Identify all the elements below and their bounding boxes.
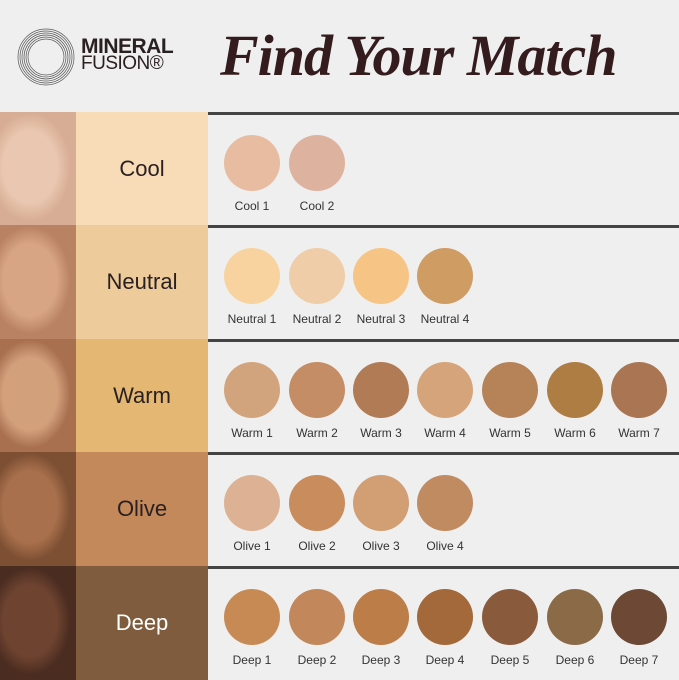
shade-color-circle [417, 475, 473, 531]
shade-swatch[interactable]: Cool 1 [220, 135, 284, 213]
shade-name: Olive 3 [362, 539, 400, 553]
shade-swatch[interactable]: Warm 1 [220, 362, 284, 440]
swatch-area: Neutral 1 Neutral 2 Neutral 3 Neutral 4 [208, 225, 679, 339]
shade-color-circle [224, 589, 280, 645]
shade-swatch[interactable]: Deep 3 [349, 589, 413, 667]
shade-swatch[interactable]: Warm 4 [413, 362, 477, 440]
brand-logo: MINERAL FUSION® [81, 35, 174, 74]
shade-swatch[interactable]: Olive 4 [413, 475, 477, 553]
shade-color-circle [224, 248, 280, 304]
shade-swatch[interactable]: Warm 3 [349, 362, 413, 440]
shade-name: Deep 7 [619, 653, 659, 667]
shade-name: Cool 1 [234, 199, 270, 213]
header: MINERAL FUSION® Find Your Match [0, 0, 679, 112]
shade-color-circle [482, 362, 538, 418]
shade-name: Deep 1 [232, 653, 272, 667]
shade-name: Deep 5 [490, 653, 530, 667]
undertone-label: Cool [76, 112, 208, 226]
shade-color-circle [353, 362, 409, 418]
shade-name: Deep 6 [555, 653, 595, 667]
undertone-label: Deep [76, 566, 208, 680]
shade-row-neutral: Neutral Neutral 1 Neutral 2 Neutral 3 Neutra… [0, 225, 679, 339]
shade-swatch[interactable]: Neutral 2 [285, 248, 349, 326]
model-face-photo [0, 112, 76, 226]
shade-name: Warm 6 [554, 426, 596, 440]
shade-swatch[interactable]: Cool 2 [285, 135, 349, 213]
shade-color-circle [289, 362, 345, 418]
shade-name: Deep 3 [361, 653, 401, 667]
shade-color-circle [224, 362, 280, 418]
shade-color-circle [611, 589, 667, 645]
shade-color-circle [353, 475, 409, 531]
shade-name: Olive 2 [298, 539, 336, 553]
shade-swatch[interactable]: Warm 2 [285, 362, 349, 440]
model-face-photo [0, 452, 76, 566]
shade-color-circle [417, 362, 473, 418]
shade-color-circle [289, 589, 345, 645]
shade-name: Neutral 1 [227, 312, 277, 326]
shade-name: Neutral 2 [292, 312, 342, 326]
swatch-area: Warm 1 Warm 2 Warm 3 Warm 4 Warm 5 Warm 6 Warm… [208, 339, 679, 453]
brand-name-line1: MINERAL [81, 35, 174, 58]
shade-name: Cool 2 [299, 199, 335, 213]
swatch-area: Cool 1 Cool 2 [208, 112, 679, 226]
shade-color-circle [289, 248, 345, 304]
undertone-label: Warm [76, 339, 208, 453]
shade-color-circle [547, 362, 603, 418]
shade-swatch[interactable]: Olive 2 [285, 475, 349, 553]
shade-row-cool: Cool Cool 1 Cool 2 [0, 112, 679, 226]
shade-color-circle [224, 475, 280, 531]
shade-swatch[interactable]: Deep 1 [220, 589, 284, 667]
shade-color-circle [353, 248, 409, 304]
shade-name: Olive 4 [426, 539, 464, 553]
shade-color-circle [224, 135, 280, 191]
shade-name: Warm 1 [231, 426, 273, 440]
shade-swatch[interactable]: Deep 5 [478, 589, 542, 667]
shade-name: Neutral 3 [356, 312, 406, 326]
swatch-area: Deep 1 Deep 2 Deep 3 Deep 4 Deep 5 Deep 6 Deep… [208, 566, 679, 680]
shade-swatch[interactable]: Deep 7 [607, 589, 671, 667]
shade-name: Deep 2 [297, 653, 337, 667]
shade-color-circle [482, 589, 538, 645]
swatch-area: Olive 1 Olive 2 Olive 3 Olive 4 [208, 452, 679, 566]
model-face-photo [0, 339, 76, 453]
page-title: Find Your Match [220, 23, 618, 88]
shade-name: Olive 1 [233, 539, 271, 553]
shade-color-circle [611, 362, 667, 418]
model-face-photo [0, 566, 76, 680]
shade-name: Warm 2 [296, 426, 338, 440]
shade-color-circle [289, 135, 345, 191]
shade-row-deep: Deep Deep 1 Deep 2 Deep 3 Deep 4 Deep 5 Deep 6… [0, 566, 679, 680]
shade-color-circle [417, 589, 473, 645]
shade-name: Warm 7 [618, 426, 660, 440]
brand-logo-rings-icon [17, 28, 75, 86]
shade-row-olive: Olive Olive 1 Olive 2 Olive 3 Olive 4 [0, 452, 679, 566]
shade-swatch[interactable]: Warm 7 [607, 362, 671, 440]
undertone-label: Olive [76, 452, 208, 566]
shade-swatch[interactable]: Neutral 1 [220, 248, 284, 326]
shade-color-circle [353, 589, 409, 645]
shade-swatch[interactable]: Warm 6 [543, 362, 607, 440]
shade-name: Warm 5 [489, 426, 531, 440]
shade-swatch[interactable]: Neutral 4 [413, 248, 477, 326]
shade-swatch[interactable]: Deep 4 [413, 589, 477, 667]
model-face-photo [0, 225, 76, 339]
shade-swatch[interactable]: Neutral 3 [349, 248, 413, 326]
brand-name-line2: FUSION® [81, 53, 164, 74]
undertone-label: Neutral [76, 225, 208, 339]
shade-swatch[interactable]: Warm 5 [478, 362, 542, 440]
shade-swatch[interactable]: Olive 3 [349, 475, 413, 553]
shade-color-circle [417, 248, 473, 304]
shade-color-circle [547, 589, 603, 645]
shade-swatch[interactable]: Deep 6 [543, 589, 607, 667]
shade-name: Deep 4 [425, 653, 465, 667]
shade-swatch[interactable]: Olive 1 [220, 475, 284, 553]
shade-name: Warm 4 [424, 426, 466, 440]
shade-row-warm: Warm Warm 1 Warm 2 Warm 3 Warm 4 Warm 5 Warm 6… [0, 339, 679, 453]
shade-name: Neutral 4 [420, 312, 470, 326]
shade-name: Warm 3 [360, 426, 402, 440]
shade-swatch[interactable]: Deep 2 [285, 589, 349, 667]
shade-color-circle [289, 475, 345, 531]
